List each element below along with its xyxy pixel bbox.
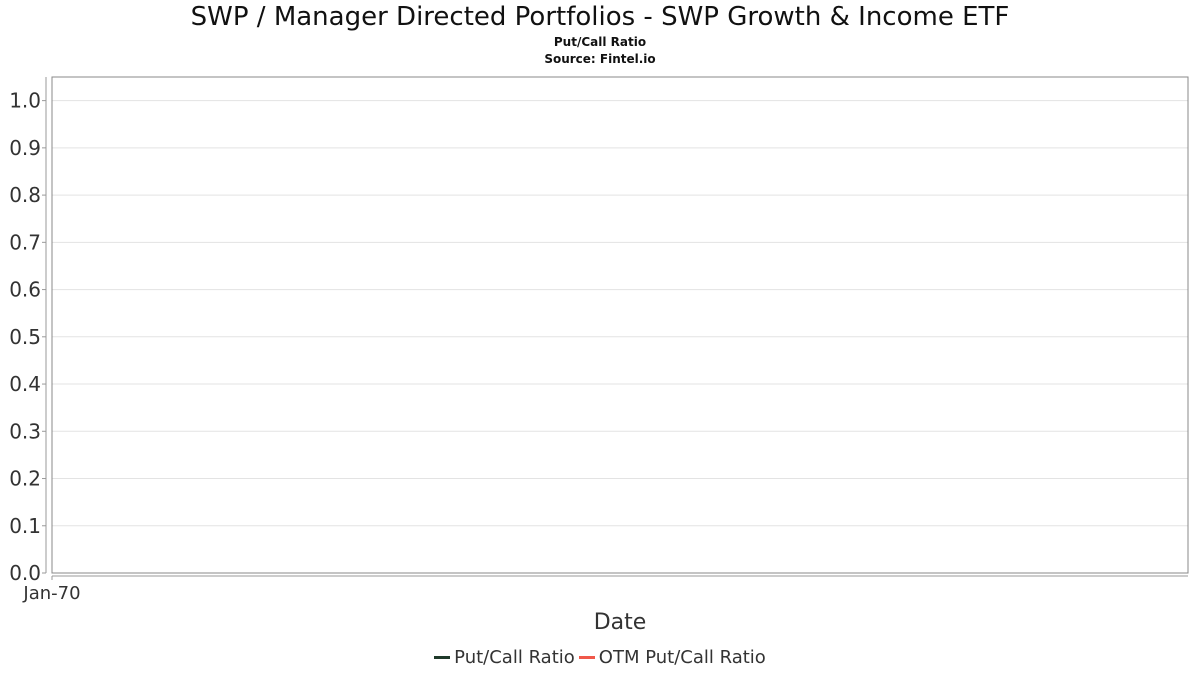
y-tick-label: 0.6: [9, 278, 41, 302]
y-tick-label: 0.9: [9, 136, 41, 160]
chart-subtitle: Put/Call Ratio: [553, 35, 647, 49]
x-axis-label: Date: [594, 610, 647, 635]
legend-swatch-put-call: [434, 656, 451, 659]
y-tick-label: 0.2: [9, 467, 41, 491]
y-tick-label: 0.7: [9, 230, 41, 254]
x-tick-label: Jan-70: [22, 583, 80, 604]
legend: Put/Call Ratio OTM Put/Call Ratio: [0, 647, 1200, 668]
y-tick-label: 0.1: [9, 514, 41, 538]
legend-swatch-otm-put-call: [578, 656, 595, 659]
legend-item-put-call: Put/Call Ratio: [434, 647, 575, 668]
y-tick-label: 0.4: [9, 372, 41, 396]
y-tick-label: 0.5: [9, 325, 41, 349]
legend-label-otm-put-call: OTM Put/Call Ratio: [598, 647, 766, 668]
y-tick-label: 0.3: [9, 419, 41, 443]
y-tick-label: 0.8: [9, 183, 41, 207]
legend-item-otm-put-call: OTM Put/Call Ratio: [578, 647, 766, 668]
chart-title: SWP / Manager Directed Portfolios - SWP …: [190, 2, 1010, 32]
legend-label-put-call: Put/Call Ratio: [454, 647, 575, 668]
plot-frame: [51, 76, 1189, 574]
chart-source: Source: Fintel.io: [544, 52, 656, 66]
y-tick-label: 0.0: [9, 561, 41, 585]
y-tick-label: 1.0: [9, 89, 41, 113]
